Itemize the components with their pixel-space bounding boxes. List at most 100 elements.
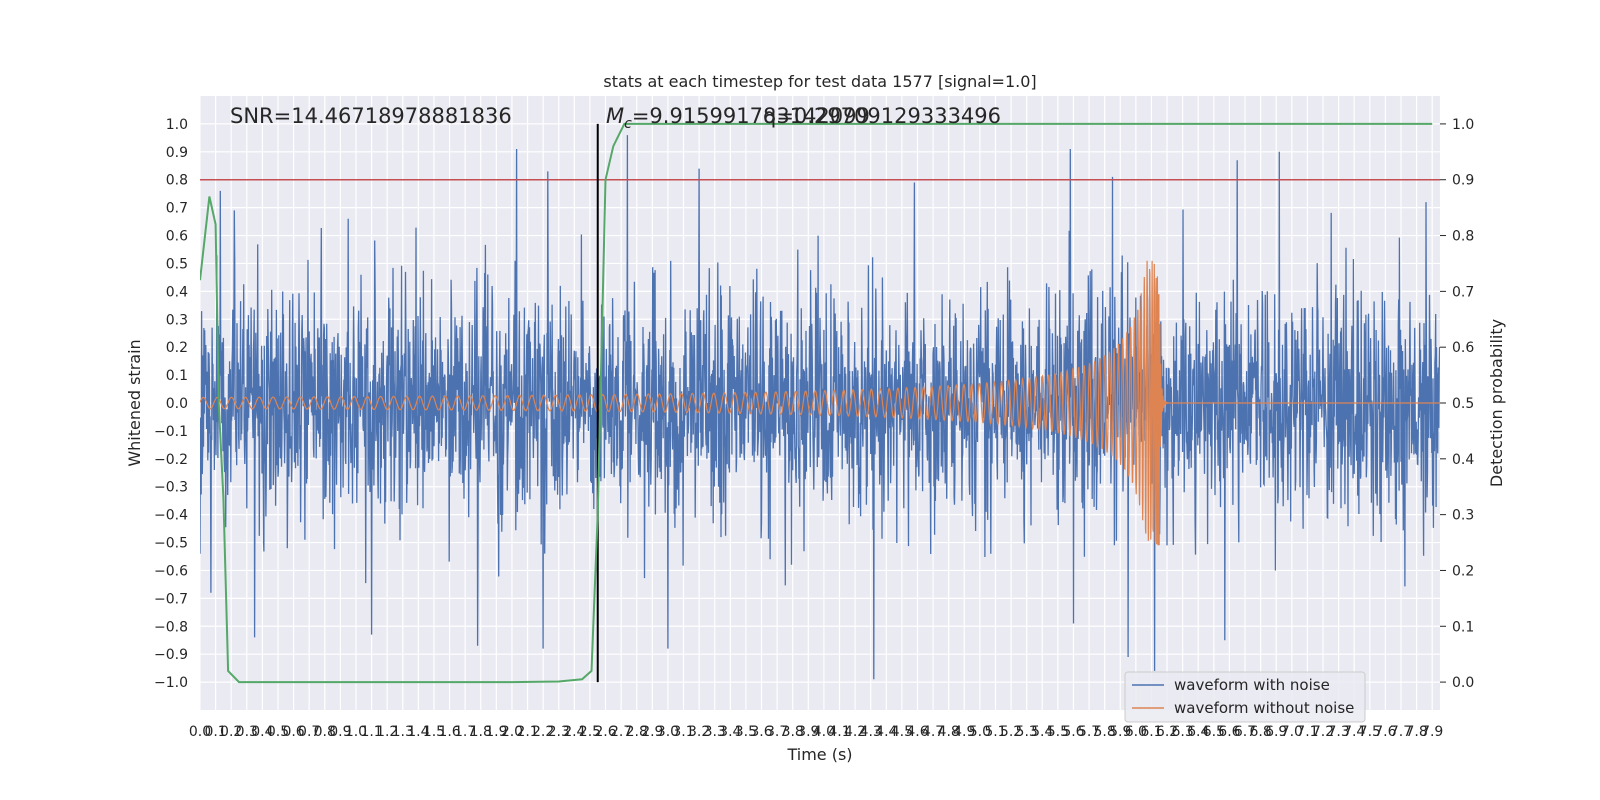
left-y-tick-label: 0.5	[166, 256, 188, 272]
x-tick-label: 5.4	[1031, 724, 1053, 740]
x-tick-label: 0.7	[298, 724, 320, 740]
x-tick-label: 3.0	[657, 724, 679, 740]
x-tick-label: 4.7	[922, 724, 944, 740]
x-tick-label: 7.3	[1327, 724, 1349, 740]
right-y-tick-label: 0.0	[1452, 675, 1474, 691]
x-tick-label: 0.4	[251, 724, 273, 740]
x-tick-label: 1.5	[423, 724, 445, 740]
x-tick-label: 6.3	[1172, 724, 1194, 740]
x-tick-label: 1.7	[454, 724, 476, 740]
legend: waveform with noise waveform without noi…	[1124, 671, 1366, 723]
x-tick-label: 5.0	[969, 724, 991, 740]
x-tick-label: 5.3	[1016, 724, 1038, 740]
x-tick-label: 2.7	[610, 724, 632, 740]
x-tick-label: 7.2	[1312, 724, 1334, 740]
x-tick-label: 4.8	[938, 724, 960, 740]
x-tick-label: 4.4	[875, 724, 897, 740]
left-y-tick-label: 0.3	[166, 312, 188, 328]
x-tick-label: 6.5	[1203, 724, 1225, 740]
x-tick-label: 6.8	[1249, 724, 1271, 740]
right-y-tick-label: 0.6	[1452, 340, 1474, 356]
x-axis-ticks: 0.00.10.20.30.40.50.60.70.80.91.01.11.21…	[189, 724, 1443, 740]
x-tick-label: 5.5	[1047, 724, 1069, 740]
left-y-tick-label: −0.7	[154, 591, 188, 607]
x-tick-label: 7.8	[1405, 724, 1427, 740]
x-tick-label: 1.2	[376, 724, 398, 740]
x-tick-label: 6.2	[1156, 724, 1178, 740]
x-tick-label: 3.2	[688, 724, 710, 740]
x-tick-label: 1.0	[345, 724, 367, 740]
x-tick-label: 3.8	[782, 724, 804, 740]
x-tick-label: 2.2	[532, 724, 554, 740]
left-y-tick-label: 0.9	[166, 145, 188, 161]
x-tick-label: 6.1	[1140, 724, 1162, 740]
chart-title: stats at each timestep for test data 157…	[603, 72, 1036, 91]
x-tick-label: 1.4	[407, 724, 429, 740]
left-y-tick-label: 0.4	[166, 284, 188, 300]
x-tick-label: 5.2	[1000, 724, 1022, 740]
x-tick-label: 2.1	[516, 724, 538, 740]
left-y-tick-label: −0.5	[154, 536, 188, 552]
chirp-mass-symbol: M	[606, 104, 624, 128]
x-tick-label: 6.9	[1265, 724, 1287, 740]
left-y-tick-label: 0.1	[166, 368, 188, 384]
x-tick-label: 2.8	[626, 724, 648, 740]
x-tick-label: 0.2	[220, 724, 242, 740]
x-tick-label: 6.6	[1218, 724, 1240, 740]
left-y-tick-label: 0.6	[166, 229, 188, 245]
x-tick-label: 2.5	[579, 724, 601, 740]
right-y-tick-label: 0.3	[1452, 508, 1474, 524]
right-y-tick-label: 0.1	[1452, 619, 1474, 635]
left-y-tick-label: −0.9	[154, 647, 188, 663]
x-tick-label: 6.0	[1125, 724, 1147, 740]
x-tick-label: 4.5	[891, 724, 913, 740]
x-tick-label: 0.5	[267, 724, 289, 740]
x-tick-label: 3.3	[704, 724, 726, 740]
right-axis-label: Detection probability	[1487, 319, 1506, 487]
x-tick-label: 3.7	[766, 724, 788, 740]
x-tick-label: 4.1	[828, 724, 850, 740]
right-y-tick-label: 0.4	[1452, 452, 1474, 468]
left-y-tick-label: −0.6	[154, 563, 188, 579]
x-tick-label: 3.1	[672, 724, 694, 740]
left-axis-label: Whitened strain	[125, 339, 144, 466]
x-tick-label: 4.3	[860, 724, 882, 740]
plot-content	[200, 122, 1440, 684]
x-tick-label: 1.6	[438, 724, 460, 740]
x-tick-label: 7.4	[1343, 724, 1365, 740]
x-tick-label: 7.5	[1359, 724, 1381, 740]
x-tick-label: 3.5	[735, 724, 757, 740]
x-tick-label: 4.0	[813, 724, 835, 740]
mass-ratio-annotation: q=0.29709129333496	[763, 104, 1001, 128]
series-detection-probability	[200, 122, 1433, 684]
right-y-tick-label: 1.0	[1452, 117, 1474, 133]
series-waveform-without-noise	[200, 260, 1440, 546]
left-y-tick-label: 0.0	[166, 396, 188, 412]
x-tick-label: 4.6	[906, 724, 928, 740]
left-y-tick-label: −0.3	[154, 480, 188, 496]
legend-box	[1124, 671, 1366, 723]
x-tick-label: 5.7	[1078, 724, 1100, 740]
x-tick-label: 5.6	[1062, 724, 1084, 740]
left-y-tick-label: 0.7	[166, 201, 188, 217]
x-tick-label: 7.7	[1390, 724, 1412, 740]
x-tick-label: 0.3	[236, 724, 258, 740]
x-tick-label: 0.8	[314, 724, 336, 740]
right-y-tick-label: 0.8	[1452, 229, 1474, 245]
legend-label-noise: waveform with noise	[1174, 676, 1330, 694]
right-y-tick-label: 0.2	[1452, 563, 1474, 579]
x-tick-label: 2.6	[594, 724, 616, 740]
legend-label-signal: waveform without noise	[1174, 699, 1354, 717]
x-tick-label: 2.0	[501, 724, 523, 740]
x-tick-label: 7.1	[1296, 724, 1318, 740]
x-tick-label: 5.8	[1094, 724, 1116, 740]
left-y-tick-label: 1.0	[166, 117, 188, 133]
left-y-tick-label: 0.2	[166, 340, 188, 356]
chirp-mass-subscript: c	[624, 116, 632, 132]
right-axis-ticks: 0.0 0.1 0.2 0.3 0.4 0.5 0.6 0.7 0.8 0.9 1.0	[1440, 117, 1474, 691]
x-tick-label: 1.8	[470, 724, 492, 740]
left-y-tick-label: −0.1	[154, 424, 188, 440]
x-tick-label: 0.0	[189, 724, 211, 740]
x-tick-label: 5.9	[1109, 724, 1131, 740]
